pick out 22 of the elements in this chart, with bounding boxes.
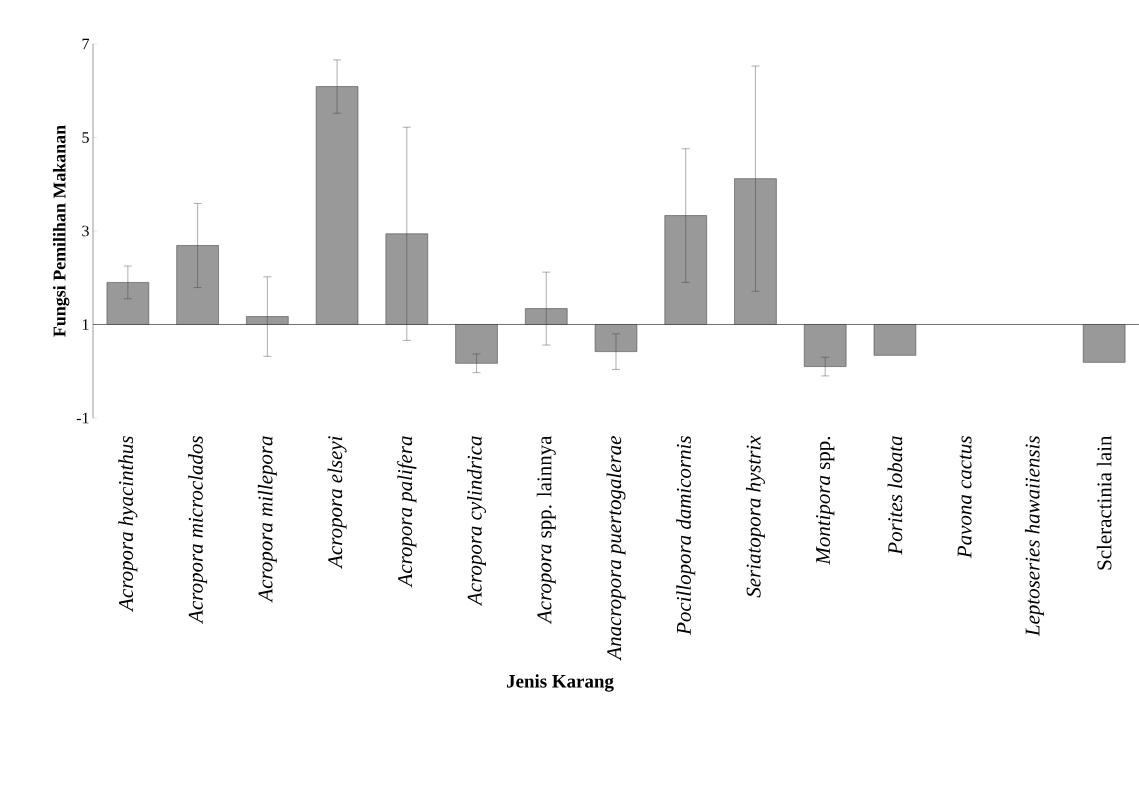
x-tick-label: Pavona cactus — [957, 436, 972, 559]
x-tick-label: Acropora elseyi — [327, 436, 347, 569]
x-tick-label: Anacropora puertogalerae — [606, 436, 626, 661]
x-tick-label: Acropora millepora — [257, 436, 277, 603]
y-tick-label: 7 — [82, 38, 90, 50]
x-tick-label: Seriatopora hystrix — [745, 435, 765, 598]
x-tick-label: Acropora microclados — [188, 436, 208, 624]
x-tick-label: Acropora spp. lainnya — [536, 435, 556, 625]
y-tick-label: 1 — [82, 319, 89, 330]
y-tick-label: -1 — [76, 412, 89, 424]
x-axis-title: Jenis Karang — [506, 674, 614, 692]
y-tick-label: 5 — [82, 132, 89, 143]
y-axis-title: Fungsi Pemilihan Makanan — [52, 125, 70, 337]
x-tick-label: Acropora hyacinthus — [118, 436, 138, 612]
x-tick-label: Acropora palifera — [397, 436, 417, 588]
x-tick-label: Pocillopora damicornis — [676, 436, 696, 635]
x-tick-label: Montipora spp. — [816, 436, 835, 565]
y-tick-label: 3 — [82, 225, 89, 237]
x-tick-label: Porites lobata — [887, 436, 903, 555]
x-tick-label: Acropora cylindrica — [467, 436, 487, 607]
x-tick-label: Leptoseries hawaiiensis — [1024, 436, 1044, 637]
x-tick-label: Scleractinia lain — [1096, 435, 1112, 570]
